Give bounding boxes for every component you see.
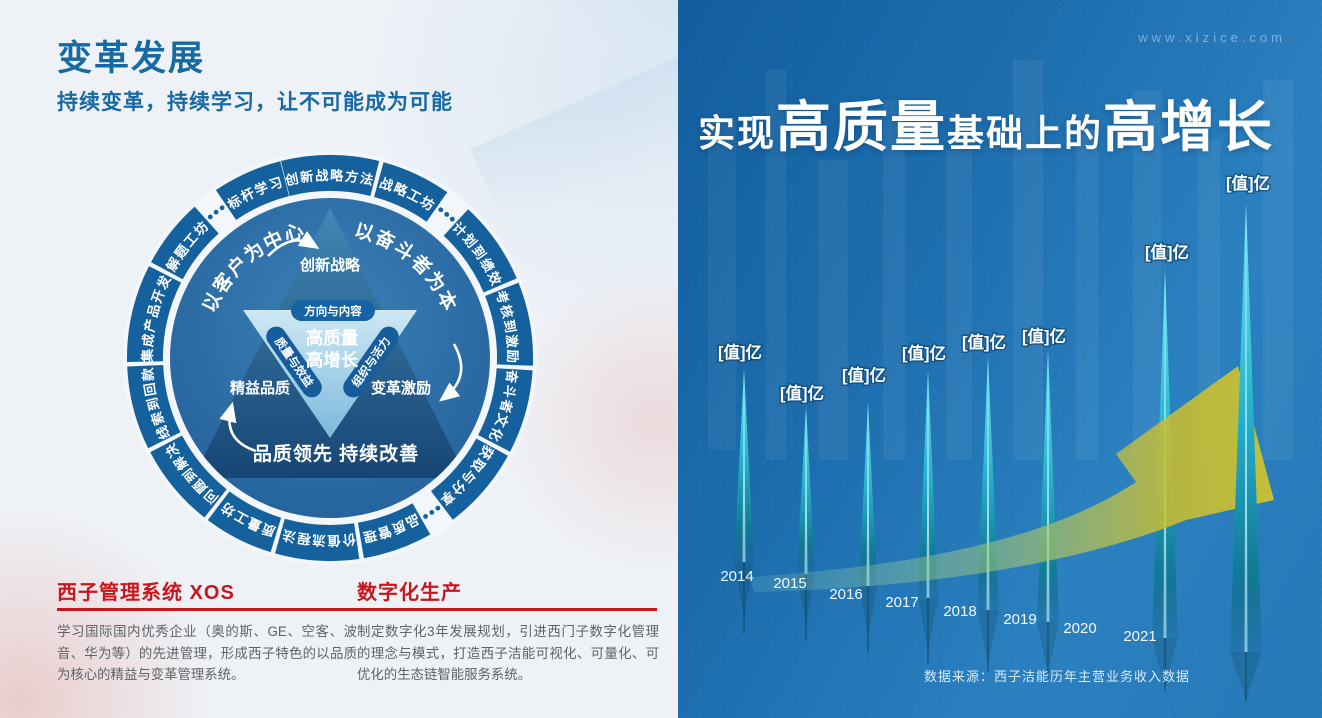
column2-body: 制定数字化3年发展规划，引进西门子数字化管理的理念与模式，打造西子洁能可视化、可… [357, 624, 659, 683]
bottom-columns: 西子管理系统 XOS 数字化生产 学习国际国内优秀企业（奥的斯、GE、空客、波音… [57, 582, 659, 683]
node-innovation-strategy: 创新战略 [299, 256, 361, 274]
ring-label: 创新战略方法 [283, 167, 375, 189]
year-label: 2019 [1003, 611, 1036, 628]
dot-texture [678, 0, 1322, 718]
growth-arrow [750, 366, 1274, 592]
right-panel: www.xizice.com 实现高质量基础上的高增长 [678, 0, 1322, 718]
data-label: [值]亿 [780, 383, 824, 403]
year-label: 2015 [773, 575, 806, 592]
left-panel: 变革发展 持续变革，持续学习，让不可能成为可能 [0, 0, 678, 718]
spike-2021 [1230, 203, 1262, 702]
data-labels: [值]亿 [值]亿 [值]亿 [值]亿 [值]亿 [值]亿 [值]亿 [值]亿 [717, 172, 1272, 405]
website-watermark: www.xizice.com [1138, 30, 1286, 45]
data-label: [值]亿 [1145, 242, 1189, 262]
year-label: 2017 [885, 594, 918, 611]
year-label: 2020 [1063, 620, 1096, 637]
spike-2014 [734, 369, 754, 634]
pill-top-label: 方向与内容 [304, 304, 362, 318]
wheel-svg: 创新战略方法 战略工坊 计划到绩效 考核到激励 奋斗者文化 获取与分享 品质管理… [123, 151, 537, 565]
data-label: [值]亿 [1022, 326, 1066, 346]
xos-wheel-diagram: 创新战略方法 战略工坊 计划到绩效 考核到激励 奋斗者文化 获取与分享 品质管理… [120, 148, 540, 568]
ring-separator-dots [207, 205, 455, 519]
center-label-line1: 高质量 [306, 328, 359, 348]
year-labels: 2014 2015 2016 2017 2018 2019 2020 2021 [720, 568, 1156, 645]
svg-text:创新战略方法: 创新战略方法 [283, 167, 377, 189]
skyline-texture [708, 60, 1293, 460]
revenue-spike-chart: [值]亿 [值]亿 [值]亿 [值]亿 [值]亿 [值]亿 [值]亿 [值]亿 … [708, 60, 1293, 702]
spike-2018 [977, 356, 999, 672]
spike-2017 [918, 370, 938, 664]
node-lean-quality: 精益品质 [230, 379, 290, 397]
spike-2015 [797, 406, 815, 640]
headline-high-growth: 高增长 [1103, 96, 1275, 158]
arrow-to-innovation [267, 230, 320, 257]
spike-2016 [859, 402, 877, 652]
node-change-incentive: 变革激励 [371, 379, 431, 397]
ring-segments [126, 155, 533, 561]
year-label: 2016 [829, 586, 862, 603]
headline-prefix: 实现 [697, 113, 776, 154]
arrow-to-incentive [439, 343, 463, 402]
data-label: [值]亿 [842, 365, 886, 385]
headline-high-quality: 高质量 [775, 96, 947, 158]
data-source-note: 数据来源：西子洁能历年主营业务收入数据 [923, 669, 1190, 684]
column1-heading: 西子管理系统 XOS [57, 582, 235, 604]
right-headline: 实现高质量基础上的高增长 [678, 82, 1322, 162]
year-label: 2018 [943, 603, 976, 620]
data-label: [值]亿 [962, 332, 1006, 352]
flow-arrows [219, 230, 463, 453]
data-label: [值]亿 [902, 343, 946, 363]
column1-body: 学习国际国内优秀企业（奥的斯、GE、空客、波音、华为等）的先进管理，形成西子特色… [57, 624, 357, 683]
headline-middle: 基础上的 [947, 103, 1103, 157]
wheel-slogan: 品质领先 持续改善 [253, 442, 419, 465]
red-divider-line [57, 608, 657, 611]
year-label: 2014 [720, 568, 753, 585]
data-label: [值]亿 [718, 342, 762, 362]
page-subtitle: 持续变革，持续学习，让不可能成为可能 [57, 91, 453, 114]
data-label: [值]亿 [1226, 173, 1270, 193]
arrow-to-quality [219, 401, 257, 453]
year-label: 2021 [1123, 628, 1156, 645]
column2-heading: 数字化生产 [357, 582, 462, 604]
center-label-line2: 高增长 [306, 350, 359, 370]
pill-direction-content: 方向与内容 [291, 300, 375, 321]
page-title: 变革发展 [57, 39, 206, 78]
